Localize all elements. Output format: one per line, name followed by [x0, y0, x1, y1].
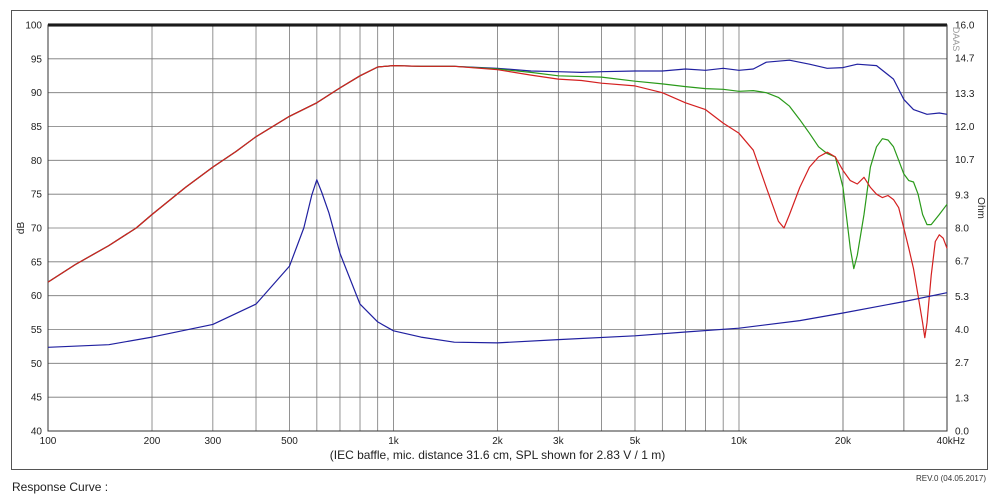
y-tick-label: 75 — [31, 190, 43, 201]
x-tick-label: 5k — [630, 436, 642, 447]
y-tick-label: 55 — [31, 325, 43, 336]
y2-tick-label: 2.7 — [955, 358, 969, 369]
x-tick-label: 100 — [40, 436, 57, 447]
y2-tick-label: 13.3 — [955, 89, 975, 100]
x-tick-label: 1k — [388, 436, 400, 447]
watermark-label: DAAS — [951, 27, 961, 52]
y2-tick-label: 0.0 — [955, 427, 969, 438]
x-tick-label: 500 — [281, 436, 298, 447]
x-tick-label: 300 — [204, 436, 221, 447]
x-tick-label: 200 — [144, 436, 161, 447]
y-tick-label: 100 — [25, 21, 42, 32]
x-tick-label: 40kHz — [937, 436, 965, 447]
y-axis-label: dB — [16, 222, 27, 235]
y2-tick-label: 10.7 — [955, 155, 975, 166]
impedance-curve — [47, 179, 948, 348]
x-tick-label: 3k — [553, 436, 565, 447]
y-tick-label: 50 — [31, 359, 43, 370]
y-tick-label: 80 — [31, 156, 43, 167]
response-curve-chart: 100 95 90 85 80 75 70 65 60 55 50 45 40 16.0 14.7 13.3 1… — [16, 21, 986, 463]
y2-tick-label: 6.7 — [955, 256, 969, 267]
y2-tick-label: 8.0 — [955, 224, 969, 235]
y-tick-label: 65 — [31, 257, 43, 268]
y-tick-label: 60 — [31, 291, 43, 302]
x-tick-label: 2k — [492, 436, 504, 447]
y2-tick-label: 1.3 — [955, 394, 969, 405]
y-tick-label: 45 — [31, 393, 43, 404]
y2-tick-label: 16.0 — [955, 21, 975, 32]
y2-axis-label: Ohm — [975, 197, 986, 219]
y2-tick-label: 5.3 — [955, 292, 969, 303]
chart-frame: 100 95 90 85 80 75 70 65 60 55 50 45 40 16.0 14.7 13.3 1… — [11, 10, 988, 470]
y-tick-label: 85 — [31, 122, 43, 133]
y-tick-label: 70 — [31, 224, 43, 235]
x-axis-label: (IEC baffle, mic. distance 31.6 cm, SPL … — [330, 448, 665, 462]
y-tick-label: 90 — [31, 88, 43, 99]
plot-border — [47, 24, 948, 432]
y2-tick-label: 9.3 — [955, 191, 969, 202]
x-tick-label: 10k — [731, 436, 748, 447]
y2-tick-label: 14.7 — [955, 53, 975, 64]
spl-curve-3 — [47, 65, 948, 339]
y-tick-label: 95 — [31, 54, 43, 65]
y-tick-label: 40 — [31, 427, 43, 438]
y2-tick-label: 12.0 — [955, 122, 975, 133]
x-tick-label: 20k — [835, 436, 852, 447]
y2-tick-label: 4.0 — [955, 325, 969, 336]
revision-label: REV.0 (04.05.2017) — [916, 474, 986, 483]
chart-caption: Response Curve : — [12, 480, 109, 494]
